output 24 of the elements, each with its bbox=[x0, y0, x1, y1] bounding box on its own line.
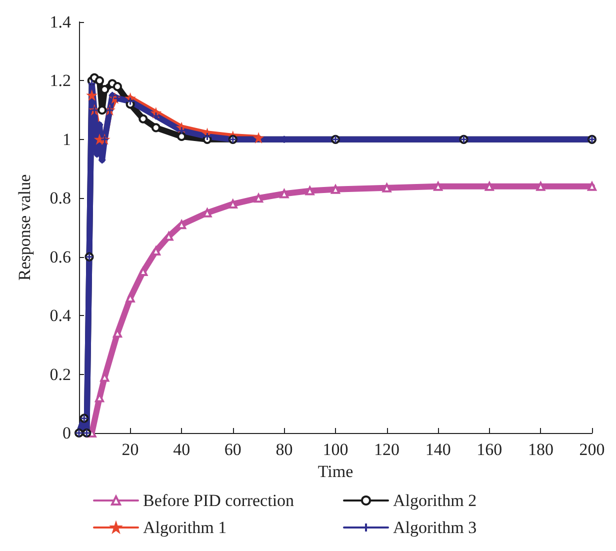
x-tick-label: 120 bbox=[374, 440, 400, 459]
x-tick-label: 140 bbox=[425, 440, 451, 459]
y-tick-label: 0.2 bbox=[50, 364, 71, 384]
y-tick-label: 1.2 bbox=[50, 71, 71, 90]
x-axis-title: Time bbox=[318, 462, 354, 481]
y-tick-label: 0.4 bbox=[50, 306, 72, 326]
legend-label: Algorithm 1 bbox=[143, 518, 227, 537]
x-tick-label: 80 bbox=[276, 440, 293, 459]
x-tick-label: 200 bbox=[579, 440, 605, 459]
y-tick-label: 0.8 bbox=[50, 188, 71, 208]
y-tick-label: 1 bbox=[62, 130, 71, 149]
legend-label: Algorithm 3 bbox=[393, 518, 477, 537]
x-tick-label: 40 bbox=[173, 440, 190, 459]
x-tick-label: 60 bbox=[224, 440, 242, 459]
y-tick-label: 1.4 bbox=[50, 12, 72, 32]
x-tick-label: 180 bbox=[528, 440, 554, 459]
x-tick-label: 100 bbox=[322, 440, 348, 459]
y-tick-label: 0.6 bbox=[50, 247, 71, 266]
x-tick-label: 20 bbox=[122, 440, 139, 459]
legend-label: Algorithm 2 bbox=[393, 491, 477, 510]
x-tick-label: 160 bbox=[476, 440, 502, 459]
y-axis-title: Response value bbox=[15, 174, 34, 281]
y-tick-label: 0 bbox=[62, 424, 71, 442]
legend-label: Before PID correction bbox=[143, 491, 295, 510]
